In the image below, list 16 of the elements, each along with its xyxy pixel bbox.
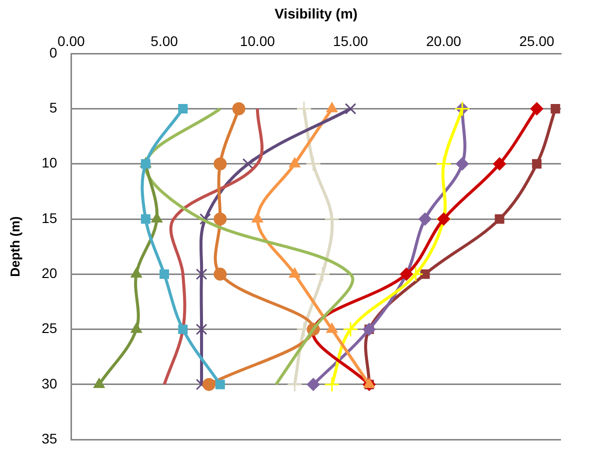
y-tick-label: 35 — [42, 430, 58, 446]
x-tick-label: 15.00 — [333, 33, 368, 50]
y-tick-label: 10 — [42, 154, 58, 171]
y-tick-label: 25 — [42, 320, 58, 336]
y-tick-label: 15 — [42, 210, 58, 226]
x-axis-title: Visibility (m) — [274, 5, 358, 22]
y-tick-label: 0 — [49, 44, 58, 60]
x-tick-label: 25.00 — [519, 33, 555, 50]
y-tick-label: 20 — [42, 265, 58, 282]
x-tick-label: 5.00 — [150, 33, 178, 50]
x-tick-label: 20.00 — [426, 33, 462, 50]
y-tick-label: 30 — [42, 375, 58, 392]
x-tick-label: 10.00 — [240, 33, 276, 50]
y-axis-title: Depth (m) — [7, 216, 22, 277]
x-tick-label: 0.00 — [58, 33, 86, 50]
y-tick-label: 5 — [49, 100, 58, 116]
